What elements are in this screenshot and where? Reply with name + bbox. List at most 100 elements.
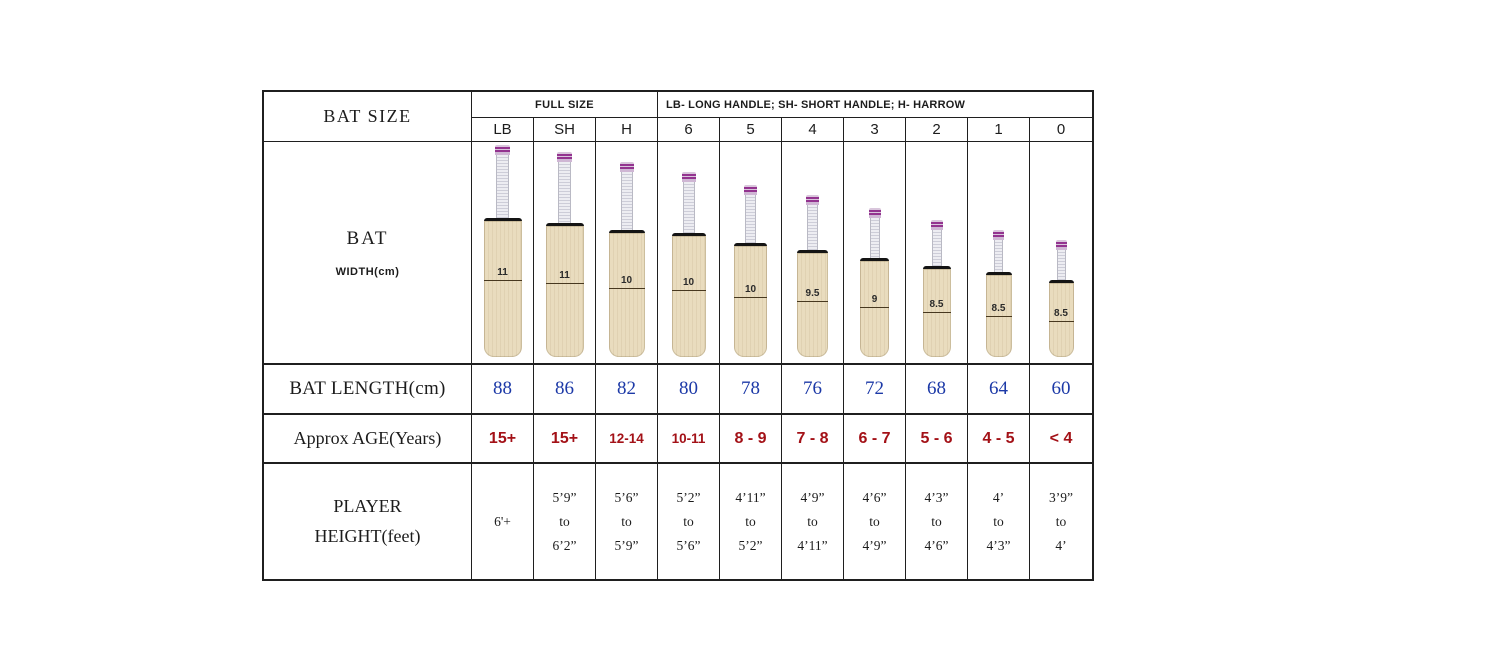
bat-blade: 10 [734, 243, 767, 357]
age-value: 7 - 8 [782, 415, 844, 464]
bat-width-value: 11 [483, 267, 522, 281]
bat-blade: 9.5 [797, 250, 828, 357]
bat-width-value: 8.5 [1048, 308, 1074, 322]
bat-cell-6: 10 [658, 142, 720, 365]
height-range-line: to [993, 513, 1004, 529]
column-header-LB: LB [472, 118, 534, 142]
bat-figure-SH: 11 [545, 152, 584, 357]
bat-cell-4: 9.5 [782, 142, 844, 365]
height-range-line: 5’2” [738, 537, 763, 553]
bat-figure-LB: 11 [483, 145, 522, 357]
height-range: 4’9” to 4’11” [782, 464, 844, 579]
height-range-line: to [1055, 513, 1067, 529]
bat-width-label-unit: WIDTH(cm) [335, 265, 400, 278]
height-range-line: 4’6” [862, 489, 887, 505]
handle-grip-ring [495, 145, 510, 155]
handle-grip-ring [619, 162, 634, 172]
handle-grip-ring [993, 230, 1004, 240]
bat-cell-SH: 11 [534, 142, 596, 365]
height-range: 3’9” to 4’ [1030, 464, 1092, 579]
height-range-line: to [559, 513, 570, 529]
bat-width-value: 9 [860, 294, 889, 308]
column-header-6: 6 [658, 118, 720, 142]
bat-blade: 8.5 [985, 272, 1012, 357]
bat-length-value: 72 [844, 365, 906, 415]
bat-handle [930, 220, 943, 266]
bat-length-value: 64 [968, 365, 1030, 415]
bat-blade: 11 [483, 218, 522, 357]
height-range-line: 6'+ [494, 513, 511, 529]
height-range-line: 5’6” [614, 489, 639, 505]
handle-abbreviation-legend: LB- LONG HANDLE; SH- SHORT HANDLE; H- HA… [658, 92, 1092, 118]
bat-length-value: 88 [472, 365, 534, 415]
bat-length-value: 80 [658, 365, 720, 415]
bat-width-label-main: BAT [346, 227, 389, 249]
height-range-line: to [621, 513, 632, 529]
table-grid: BAT SIZE FULL SIZE LB- LONG HANDLE; SH- … [264, 92, 1092, 579]
bat-figure-1: 8.5 [985, 230, 1012, 357]
bat-handle [806, 195, 819, 250]
column-header-5: 5 [720, 118, 782, 142]
bat-cell-3: 9 [844, 142, 906, 365]
height-range: 5’9” to 6’2” [534, 464, 596, 579]
full-size-label: FULL SIZE [534, 98, 594, 111]
height-range: 4’6” to 4’9” [844, 464, 906, 579]
bat-figure-0: 8.5 [1048, 240, 1074, 357]
bat-width-value: 9.5 [797, 288, 828, 302]
bat-width-value: 11 [545, 270, 584, 284]
height-range: 4’ to 4’3” [968, 464, 1030, 579]
player-height-row-label: PLAYER HEIGHT(feet) [264, 464, 472, 579]
bat-handle [993, 230, 1004, 272]
handle-grip [869, 218, 880, 258]
height-label-line2: HEIGHT(feet) [314, 525, 421, 546]
age-value: 4 - 5 [968, 415, 1030, 464]
bat-figure-4: 9.5 [797, 195, 828, 357]
bat-cell-LB: 11 [472, 142, 534, 365]
bat-figure-5: 10 [734, 185, 767, 357]
bat-width-row-label: BAT WIDTH(cm) [264, 142, 472, 365]
age-value: 6 - 7 [844, 415, 906, 464]
height-range-line: 4’ [1055, 537, 1067, 553]
height-range-line: 5’9” [614, 537, 639, 553]
bat-handle [495, 145, 510, 218]
bat-size-header: BAT SIZE [264, 92, 472, 142]
bat-handle [681, 172, 696, 233]
height-range: 5’6” to 5’9” [596, 464, 658, 579]
handle-grip [1056, 250, 1066, 280]
age-value: 5 - 6 [906, 415, 968, 464]
height-range-line: 4’3” [986, 537, 1011, 553]
bat-size-header-label: BAT SIZE [323, 106, 412, 126]
bat-blade: 10 [608, 230, 645, 357]
bat-handle [557, 152, 572, 223]
age-label-text: Approx AGE(Years) [293, 428, 442, 448]
height-range-line: 4’11” [735, 489, 766, 505]
bat-length-value: 60 [1030, 365, 1092, 415]
bat-width-value: 8.5 [922, 299, 951, 313]
bat-cell-H: 10 [596, 142, 658, 365]
bat-handle [619, 162, 634, 230]
bat-cell-2: 8.5 [906, 142, 968, 365]
age-value: 15+ [472, 415, 534, 464]
height-range-line: to [931, 513, 942, 529]
bat-handle [868, 208, 881, 258]
height-range: 5’2” to 5’6” [658, 464, 720, 579]
handle-grip [931, 230, 942, 266]
handle-grip [807, 205, 818, 250]
handle-grip [745, 195, 756, 243]
bat-length-value: 78 [720, 365, 782, 415]
height-range-line: 4’9” [800, 489, 825, 505]
bat-figure-3: 9 [860, 208, 889, 357]
bat-length-label-text: BAT LENGTH(cm) [289, 378, 446, 399]
height-range-line: to [807, 513, 818, 529]
height-range-line: 4’ [992, 489, 1005, 505]
height-range-line: to [683, 513, 694, 529]
handle-grip-ring [1055, 240, 1067, 250]
height-range: 4’3” to 4’6” [906, 464, 968, 579]
column-header-0: 0 [1030, 118, 1092, 142]
bat-figure-6: 10 [671, 172, 706, 357]
bat-blade: 10 [671, 233, 706, 357]
bat-handle [1055, 240, 1067, 280]
height-range-line: 3’9” [1049, 489, 1073, 505]
handle-grip [682, 182, 695, 233]
handle-grip [620, 172, 633, 230]
